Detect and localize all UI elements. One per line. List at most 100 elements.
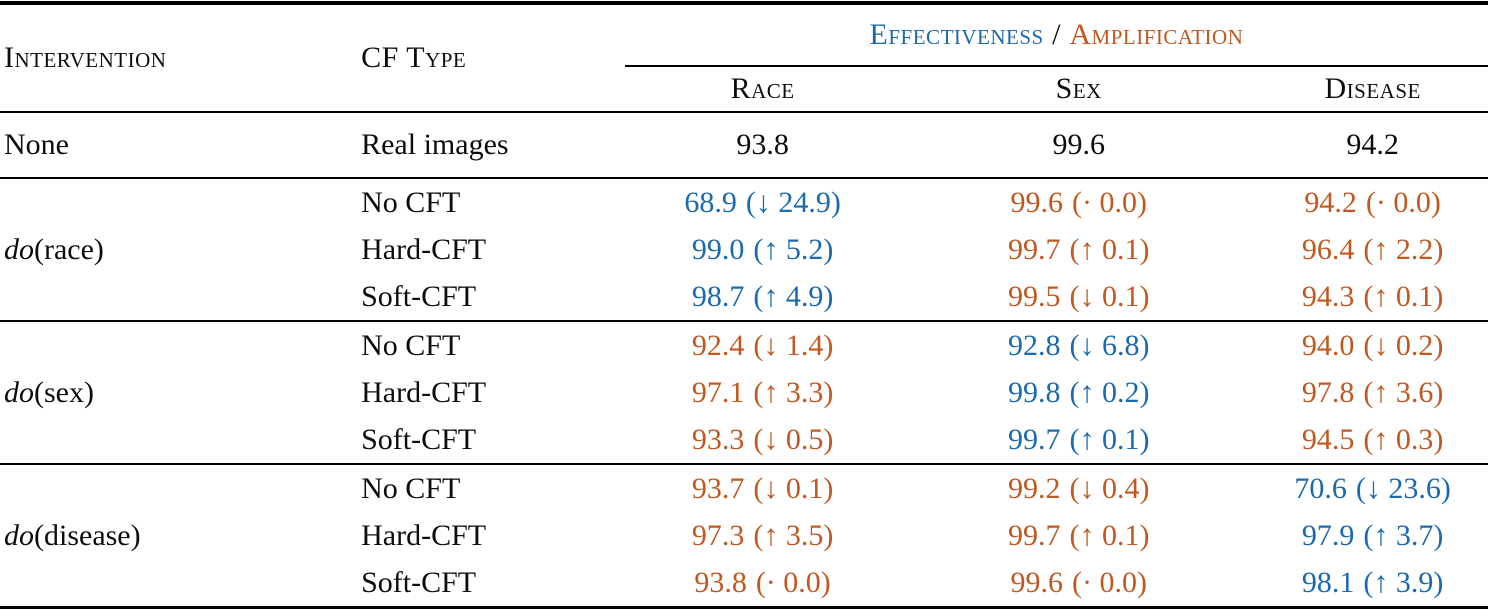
metric: 99.0 (↑ 5.2) <box>692 233 833 266</box>
table-row: do(sex) No CFT 92.4 (↓ 1.4) 92.8 (↓ 6.8) 9… <box>0 321 1488 465</box>
metric-cell: 97.8 (↑ 3.6) <box>1257 369 1488 416</box>
metric-value: 93.8 <box>694 565 747 599</box>
metric: 94.5 (↑ 0.3) <box>1302 423 1443 456</box>
do-target: (sex) <box>34 375 94 409</box>
column-header-intervention: Intervention <box>0 3 358 113</box>
do-operator: do <box>4 232 34 266</box>
metric-change: (↓ 0.4) <box>1069 471 1150 505</box>
cf-type-label: No CFT <box>361 328 461 362</box>
metric-value: 96.4 <box>1301 232 1355 266</box>
metric: 94.2 (· 0.0) <box>1304 186 1440 219</box>
metric-value: 97.9 <box>1301 518 1355 552</box>
table-row-baseline: None Real images 93.8 99.6 94.2 <box>0 112 1488 179</box>
metric: 99.7 (↑ 0.1) <box>1008 519 1149 552</box>
metric-cell: 94.0 (↓ 0.2) <box>1257 321 1488 369</box>
table-row: Hard-CFT 97.3 (↑ 3.5) 99.7 (↑ 0.1) 97.9 (↑ … <box>0 512 1488 559</box>
metric-cell-baseline-race: 93.8 <box>624 112 901 179</box>
metric-change: (↓ 0.1) <box>753 471 834 505</box>
metric-cell: 98.7 (↑ 4.9) <box>624 273 901 322</box>
do-operator: do <box>4 375 34 409</box>
subcolumn-header-disease: Disease <box>1257 66 1488 113</box>
metric-cell: 97.3 (↑ 3.5) <box>625 512 900 559</box>
metric: 98.1 (↑ 3.9) <box>1302 566 1443 599</box>
metric-value: 99.6 <box>1010 185 1064 219</box>
metric-value: 99.2 <box>1008 471 1061 505</box>
cf-type-label: Soft-CFT <box>361 565 477 599</box>
metric-value: 98.1 <box>1301 565 1355 599</box>
metric-cell: 99.8 (↑ 0.2) <box>900 369 1257 416</box>
metric-cell: 94.3 (↑ 0.1) <box>1257 273 1488 322</box>
metric-change: (↑ 0.3) <box>1363 422 1444 456</box>
metric-cell: 99.0 (↑ 5.2) <box>625 226 900 273</box>
metric: 94.3 (↑ 0.1) <box>1302 280 1443 313</box>
cf-type-label: No CFT <box>361 471 461 505</box>
effectiveness-label: Effectiveness <box>869 18 1044 51</box>
metric-value: 99.7 <box>1008 232 1061 266</box>
metric: 99.8 (↑ 0.2) <box>1008 376 1149 409</box>
table-row: Soft-CFT 98.7 (↑ 4.9) 99.5 (↓ 0.1) 94.3 (↑ … <box>0 273 1488 322</box>
metric-change: (↑ 3.3) <box>753 375 834 409</box>
metric-change: (↑ 4.9) <box>753 279 834 313</box>
column-group-header: Effectiveness / Amplification <box>624 3 1488 67</box>
metric: 98.7 (↑ 4.9) <box>692 280 833 313</box>
metric-cell: 99.7 (↑ 0.1) <box>900 226 1257 273</box>
metric-value: 92.4 <box>691 328 745 362</box>
metric-cell: 97.9 (↑ 3.7) <box>1257 512 1488 559</box>
metric: 70.6 (↓ 23.6) <box>1294 472 1450 505</box>
do-target: (disease) <box>34 518 141 552</box>
metric-value: 93.7 <box>691 471 745 505</box>
group-do-sex: do(sex) No CFT 92.4 (↓ 1.4) 92.8 (↓ 6.8) 9… <box>0 321 1488 465</box>
metric-change: (↑ 0.1) <box>1069 232 1150 266</box>
metric-change: (↑ 5.2) <box>753 232 834 266</box>
metric-value: 94.3 <box>1301 279 1355 313</box>
metric-value: 97.3 <box>691 518 745 552</box>
metric-cell: 93.7 (↓ 0.1) <box>625 464 900 512</box>
metric: 94.0 (↓ 0.2) <box>1302 329 1443 362</box>
metric-cell-baseline-disease: 94.2 <box>1257 112 1488 179</box>
metric-value: 97.1 <box>691 375 745 409</box>
group-do-race: do(race) No CFT 68.9 (↓ 24.9) 99.6 (· 0.0)… <box>0 178 1488 322</box>
metric-change: (↑ 3.6) <box>1363 375 1444 409</box>
metric: 92.4 (↓ 1.4) <box>692 329 833 362</box>
metric-cell-baseline-sex: 99.6 <box>900 112 1258 179</box>
metric: 99.5 (↓ 0.1) <box>1008 280 1149 313</box>
metric-value: 99.5 <box>1008 279 1061 313</box>
baseline-row-group: None Real images 93.8 99.6 94.2 <box>0 112 1488 179</box>
metric-cell: 92.4 (↓ 1.4) <box>625 321 900 369</box>
intervention-do-race: do(race) <box>0 178 358 322</box>
metric-change: (↑ 0.1) <box>1363 279 1444 313</box>
column-header-cf-type: CF Type <box>357 3 625 113</box>
metric-value: 97.8 <box>1301 375 1355 409</box>
metric-cell: 99.7 (↑ 0.1) <box>900 512 1257 559</box>
cf-type-real-images: Real images <box>357 112 625 179</box>
cf-type-label: Hard-CFT <box>361 375 487 409</box>
metric: 99.7 (↑ 0.1) <box>1008 423 1149 456</box>
metric-value: 99.0 <box>691 232 745 266</box>
metric: 97.9 (↑ 3.7) <box>1302 519 1443 552</box>
metric-value: 92.8 <box>1008 328 1061 362</box>
do-target: (race) <box>34 232 104 266</box>
subcolumn-header-sex: Sex <box>900 66 1258 113</box>
subcolumn-header-race: Race <box>624 66 901 113</box>
metric-change: (· 0.0) <box>1365 185 1441 219</box>
metric-cell: 93.3 (↓ 0.5) <box>624 416 901 465</box>
metric-value: 98.7 <box>691 279 745 313</box>
metric-change: (↑ 0.1) <box>1069 422 1150 456</box>
metric-change: (↓ 0.5) <box>753 422 834 456</box>
metric-value: 94.0 <box>1301 328 1355 362</box>
table-row: Soft-CFT 93.3 (↓ 0.5) 99.7 (↑ 0.1) 94.5 (↑ … <box>0 416 1488 465</box>
metric-value: 99.7 <box>1008 422 1061 456</box>
metric: 99.2 (↓ 0.4) <box>1008 472 1149 505</box>
metric-cell: 68.9 (↓ 24.9) <box>625 178 900 226</box>
metric-cell: 99.6 (· 0.0) <box>900 559 1257 608</box>
metric-cell: 94.5 (↑ 0.3) <box>1257 416 1488 465</box>
cf-type-label: Hard-CFT <box>361 518 487 552</box>
intervention-do-disease: do(disease) <box>0 464 357 608</box>
metric-change: (↑ 3.9) <box>1363 565 1444 599</box>
metric-change: (· 0.0) <box>755 565 831 599</box>
metric: 93.8 (· 0.0) <box>694 566 830 599</box>
metric-change: (↓ 0.1) <box>1069 279 1150 313</box>
metric-value: 94.2 <box>1304 185 1357 219</box>
